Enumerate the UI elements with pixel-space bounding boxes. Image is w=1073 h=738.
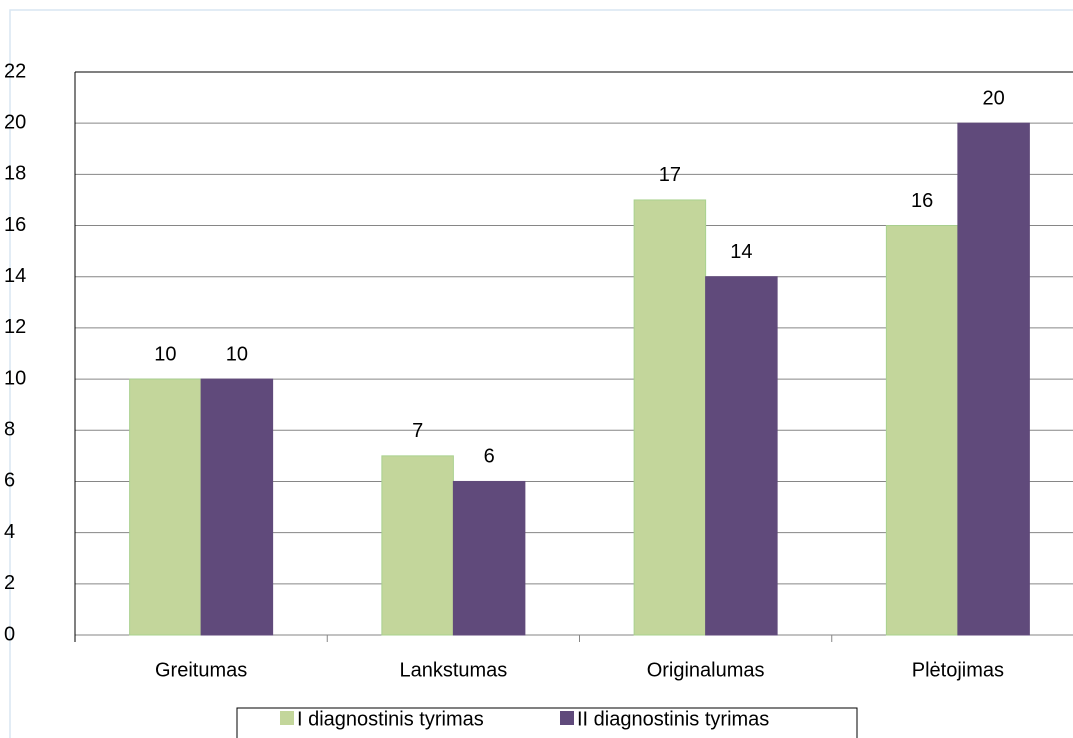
y-tick-label: 16: [4, 214, 26, 236]
data-label: 7: [412, 420, 423, 442]
y-tick-label: 12: [4, 316, 26, 338]
x-tick-label: Lankstumas: [399, 659, 507, 681]
x-tick-label: Greitumas: [155, 659, 247, 681]
bar: [705, 276, 778, 636]
y-tick-label: 4: [4, 521, 15, 543]
x-tick-label: Originalumas: [647, 659, 765, 681]
bar: [885, 225, 959, 636]
y-tick-label: 18: [4, 163, 26, 185]
bar: [129, 378, 202, 636]
y-tick-label: 2: [4, 572, 15, 594]
data-label: 17: [659, 164, 681, 186]
data-label: 20: [983, 87, 1005, 109]
y-tick-label: 0: [4, 623, 15, 645]
legend-label: I diagnostinis tyrimas: [297, 708, 484, 730]
data-label: 6: [484, 446, 495, 468]
data-label: 10: [154, 343, 176, 365]
bar: [452, 480, 526, 636]
legend-label: II diagnostinis tyrimas: [577, 708, 769, 730]
x-tick-label: Plėtojimas: [912, 659, 1004, 681]
bar: [200, 378, 274, 636]
y-tick-label: 14: [4, 265, 26, 287]
y-tick-label: 8: [4, 419, 15, 441]
data-label: 10: [226, 343, 248, 365]
bar: [957, 122, 1030, 636]
y-tick-label: 10: [4, 367, 26, 389]
legend-swatch: [280, 711, 294, 725]
legend-box: [236, 707, 858, 738]
y-tick-label: 6: [4, 470, 15, 492]
y-tick-label: 22: [4, 60, 26, 82]
data-label: 16: [911, 190, 933, 212]
bar: [633, 199, 707, 636]
legend-swatch: [560, 711, 574, 725]
data-label: 14: [730, 241, 752, 263]
y-tick-label: 20: [4, 111, 26, 133]
bar: [381, 455, 454, 636]
